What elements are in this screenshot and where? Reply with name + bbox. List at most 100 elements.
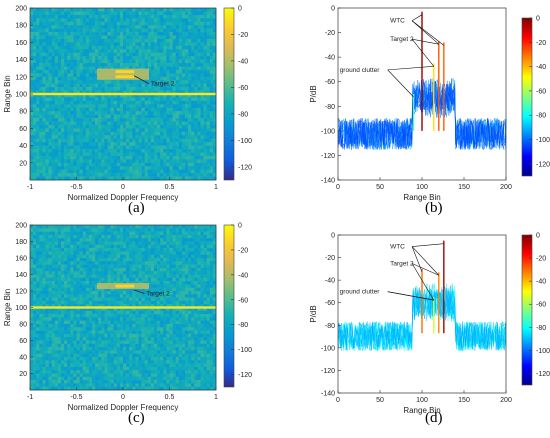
heatmap-cell <box>119 107 124 112</box>
heatmap-cell <box>135 159 139 164</box>
heatmap-cell <box>67 56 71 60</box>
heatmap-cell <box>70 49 74 54</box>
heatmap-cell <box>212 49 217 54</box>
heatmap-cell <box>154 304 158 308</box>
heatmap-cell <box>175 254 180 259</box>
heatmap-cell <box>150 138 155 143</box>
heatmap-cell <box>45 11 49 16</box>
heatmap-cell <box>209 284 214 288</box>
heatmap-cell <box>39 45 43 50</box>
heatmap-cell <box>30 66 34 71</box>
heatmap-cell <box>154 314 158 318</box>
heatmap-cell <box>147 152 152 157</box>
heatmap-cell <box>45 107 49 112</box>
heatmap-cell <box>169 267 173 272</box>
heatmap-cell <box>107 281 111 285</box>
heatmap-cell <box>42 310 46 315</box>
heatmap-cell <box>45 317 49 321</box>
heatmap-cell <box>203 83 207 88</box>
heatmap-cell <box>116 225 121 229</box>
heatmap-cell <box>70 42 74 47</box>
heatmap-cell <box>175 111 180 115</box>
heatmap-cell <box>85 274 90 279</box>
heatmap-cell <box>64 267 68 272</box>
heatmap-cell <box>135 149 139 153</box>
heatmap-cell <box>160 297 164 302</box>
heatmap-cell <box>67 45 71 50</box>
heatmap-cell <box>169 49 173 54</box>
heatmap-cell <box>42 80 46 84</box>
x-tick-label: 200 <box>500 184 512 191</box>
heatmap-cell <box>113 38 118 43</box>
heatmap-cell <box>178 277 183 282</box>
heatmap-cell <box>88 45 93 50</box>
heatmap-cell <box>160 69 164 74</box>
heatmap-cell <box>154 8 158 12</box>
heatmap-cell <box>206 114 211 119</box>
heatmap-cell <box>36 169 40 174</box>
heatmap-cell <box>110 231 114 236</box>
heatmap-cell <box>88 128 93 133</box>
heatmap-cell <box>185 118 189 122</box>
heatmap-cell <box>54 42 59 47</box>
heatmap-cell <box>110 238 114 242</box>
heatmap-cell <box>166 111 170 115</box>
heatmap-cell <box>92 42 96 47</box>
heatmap-cell <box>191 56 195 60</box>
heatmap-cell <box>123 176 127 181</box>
heatmap-cell <box>194 42 198 47</box>
heatmap-cell <box>132 258 136 262</box>
heatmap-cell <box>166 25 170 29</box>
heatmap-cell <box>200 254 204 259</box>
heatmap-cell <box>178 284 183 288</box>
heatmap-cell <box>160 94 164 98</box>
heatmap-cell <box>104 59 108 64</box>
heatmap-cell <box>172 25 176 29</box>
heatmap-cell <box>138 107 142 112</box>
heatmap-cell <box>101 248 105 252</box>
heatmap-cell <box>98 228 102 232</box>
heatmap-cell <box>188 264 192 269</box>
heatmap-cell <box>169 87 173 91</box>
heatmap-cell <box>135 121 139 126</box>
heatmap-cell <box>107 25 111 29</box>
heatmap-cell <box>36 8 40 12</box>
heatmap-cell <box>185 231 189 236</box>
heatmap-cell <box>98 300 102 305</box>
heatmap-cell <box>36 166 40 170</box>
heatmap-cell <box>36 261 40 265</box>
heatmap-cell <box>163 59 167 64</box>
heatmap-cell <box>144 104 149 109</box>
heatmap-cell <box>154 138 158 143</box>
heatmap-cell <box>200 35 204 40</box>
heatmap-cell <box>194 155 198 160</box>
heatmap-cell <box>209 225 214 229</box>
heatmap-cell <box>138 173 142 177</box>
heatmap-cell <box>64 251 68 255</box>
heatmap-cell <box>185 264 189 269</box>
heatmap-cell <box>119 66 124 71</box>
heatmap-cell <box>95 162 99 167</box>
heatmap-cell <box>160 18 164 23</box>
heatmap-cell <box>154 254 158 259</box>
heatmap-cell <box>129 251 133 255</box>
heatmap-cell <box>160 254 164 259</box>
heatmap-cell <box>92 35 96 40</box>
heatmap-cell <box>191 28 195 33</box>
heatmap-cell <box>150 18 155 23</box>
heatmap-cell <box>82 52 87 57</box>
heatmap-cell <box>88 248 93 252</box>
heatmap-cell <box>141 145 145 150</box>
heatmap-cell <box>98 80 102 84</box>
heatmap-cell <box>70 307 74 312</box>
heatmap-cell <box>175 25 180 29</box>
heatmap-cell <box>76 251 80 255</box>
heatmap-cell <box>169 234 173 239</box>
heatmap-cell <box>116 45 121 50</box>
heatmap-cell <box>147 42 152 47</box>
heatmap-cell <box>48 231 52 236</box>
heatmap-cell <box>200 90 204 95</box>
heatmap-cell <box>209 248 214 252</box>
heatmap-cell <box>82 324 87 328</box>
heatmap-cell <box>101 271 105 275</box>
